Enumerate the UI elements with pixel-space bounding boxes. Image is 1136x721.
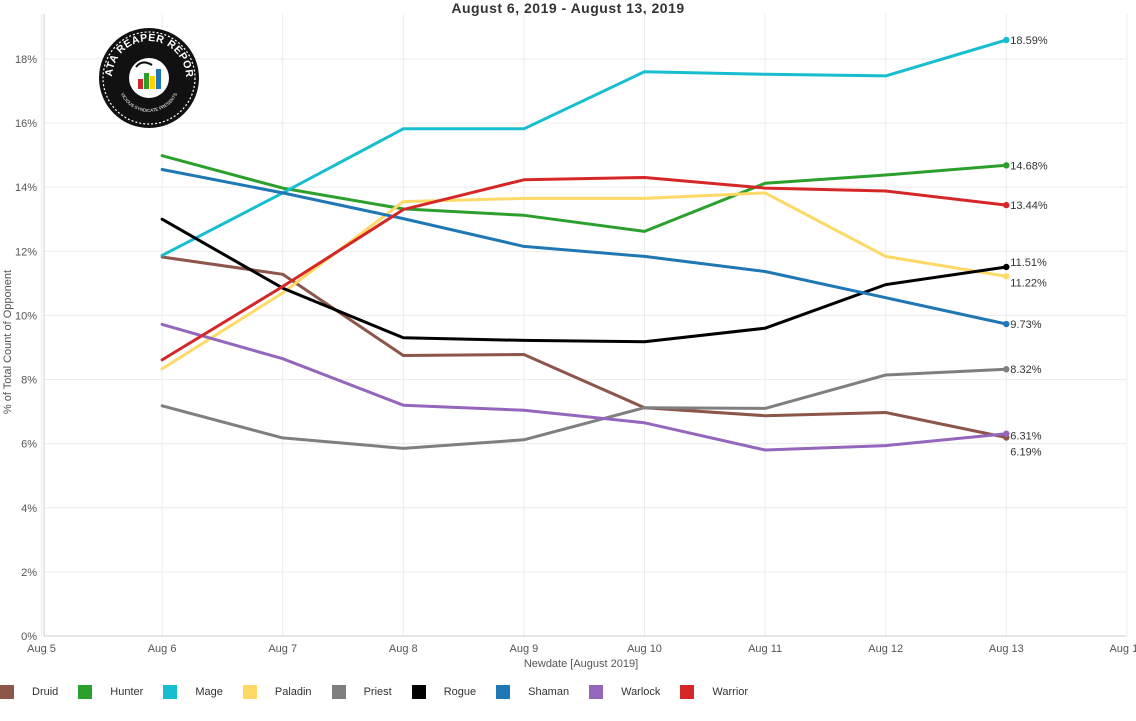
data-label-paladin: 11.22% xyxy=(1010,277,1047,289)
x-axis-title: Newdate [August 2019] xyxy=(524,658,638,670)
chart-title: August 6, 2019 - August 13, 2019 xyxy=(451,0,685,16)
data-label-druid: 6.19% xyxy=(1010,447,1041,459)
series-line-hunter xyxy=(160,154,1008,233)
series-line-warlock xyxy=(160,322,1008,452)
legend: Druid Hunter Mage Paladin Priest Rogue Shaman W… xyxy=(0,682,768,702)
x-tick-label: Aug 5 xyxy=(27,643,56,655)
legend-label: Paladin xyxy=(274,686,312,698)
line-chart: 0% 2% 4% 6% 8% 10% 12% 14% 16% 18% Aug 5 Aug 6 Aug 7… xyxy=(2,14,1136,670)
legend-swatch xyxy=(496,685,511,699)
series-line-shaman xyxy=(160,168,1008,326)
x-tick-label: Aug 14 xyxy=(1109,643,1136,655)
series-endpoint-warlock xyxy=(1003,430,1010,437)
x-tick-label: Aug 13 xyxy=(989,643,1024,655)
legend-label: Druid xyxy=(32,686,59,698)
series-endpoint-paladin xyxy=(1003,273,1010,280)
y-tick-label: 8% xyxy=(21,375,37,387)
data-labels: 6.19% 14.68% 18.59% 11.22% 8.32% 11.51% 9.73% 6… xyxy=(1010,35,1048,459)
legend-swatch xyxy=(331,685,346,699)
legend-label: Shaman xyxy=(528,686,570,698)
legend-item-mage[interactable]: Mage xyxy=(163,685,223,699)
legend-label: Warrior xyxy=(712,686,749,698)
y-tick-label: 0% xyxy=(21,631,37,643)
data-label-warrior: 13.44% xyxy=(1010,200,1048,212)
legend-label: Hunter xyxy=(110,686,144,698)
gridlines xyxy=(41,14,1128,637)
y-axis-title: % of Total Count of Opponent xyxy=(2,270,14,414)
data-label-hunter: 14.68% xyxy=(1010,160,1048,172)
x-tick-label: Aug 12 xyxy=(868,643,903,655)
legend-swatch xyxy=(78,685,93,699)
legend-label: Warlock xyxy=(621,686,661,698)
legend-label: Rogue xyxy=(443,686,477,698)
x-tick-label: Aug 10 xyxy=(627,643,662,655)
series-line-rogue xyxy=(160,217,1008,344)
legend-label: Priest xyxy=(363,686,392,698)
legend-swatch xyxy=(242,685,257,699)
legend-swatch xyxy=(680,685,695,699)
legend-item-druid[interactable]: Druid xyxy=(0,685,58,699)
y-tick-label: 16% xyxy=(15,118,37,130)
data-label-shaman: 9.73% xyxy=(1010,319,1041,331)
data-label-mage: 18.59% xyxy=(1010,35,1048,47)
legend-item-warrior[interactable]: Warrior xyxy=(680,685,748,699)
x-tick-label: Aug 6 xyxy=(148,643,177,655)
series-endpoint-shaman xyxy=(1003,320,1010,328)
legend-item-warlock[interactable]: Warlock xyxy=(589,685,660,699)
series-endpoint-hunter xyxy=(1003,162,1010,169)
x-tick-label: Aug 7 xyxy=(268,643,297,655)
legend-swatch xyxy=(589,685,604,699)
legend-swatch xyxy=(0,685,14,699)
legend-swatch xyxy=(163,685,178,699)
y-tick-label: 4% xyxy=(21,503,37,515)
y-tick-label: 18% xyxy=(15,54,37,66)
x-tick-label: Aug 8 xyxy=(389,643,418,655)
data-label-warlock: 6.31% xyxy=(1010,431,1041,443)
y-tick-label: 14% xyxy=(15,182,37,194)
data-reaper-logo: DATA REAPER REPORT VICIOUS SYNDICATE PRE… xyxy=(98,27,199,128)
series-line-paladin xyxy=(160,191,1008,371)
series-line-mage xyxy=(160,38,1008,257)
data-label-rogue: 11.51% xyxy=(1010,257,1047,269)
series-endpoint-rogue xyxy=(1003,263,1010,271)
y-tick-label: 2% xyxy=(21,567,37,579)
series-line-druid xyxy=(160,255,1008,439)
axes: 0% 2% 4% 6% 8% 10% 12% 14% 16% 18% Aug 5 Aug 6 Aug 7… xyxy=(15,14,1136,655)
legend-swatch xyxy=(411,685,426,699)
legend-label: Mage xyxy=(195,686,223,698)
legend-item-priest[interactable]: Priest xyxy=(331,685,392,699)
series-endpoint-priest xyxy=(1003,366,1010,373)
legend-item-shaman[interactable]: Shaman xyxy=(496,685,569,699)
legend-item-rogue[interactable]: Rogue xyxy=(411,685,477,699)
x-tick-label: Aug 9 xyxy=(510,643,539,655)
series-endpoint-mage xyxy=(1003,36,1010,44)
y-tick-label: 6% xyxy=(21,439,37,451)
y-tick-label: 12% xyxy=(15,246,37,258)
legend-item-paladin[interactable]: Paladin xyxy=(242,685,312,699)
legend-item-hunter[interactable]: Hunter xyxy=(78,685,143,699)
x-tick-label: Aug 11 xyxy=(748,643,782,655)
series-line-warrior xyxy=(160,176,1008,362)
data-label-priest: 8.32% xyxy=(1010,364,1041,376)
series-lines xyxy=(160,36,1010,452)
series-line-priest xyxy=(160,367,1008,450)
series-endpoint-warrior xyxy=(1003,201,1010,209)
y-tick-label: 10% xyxy=(15,310,37,322)
